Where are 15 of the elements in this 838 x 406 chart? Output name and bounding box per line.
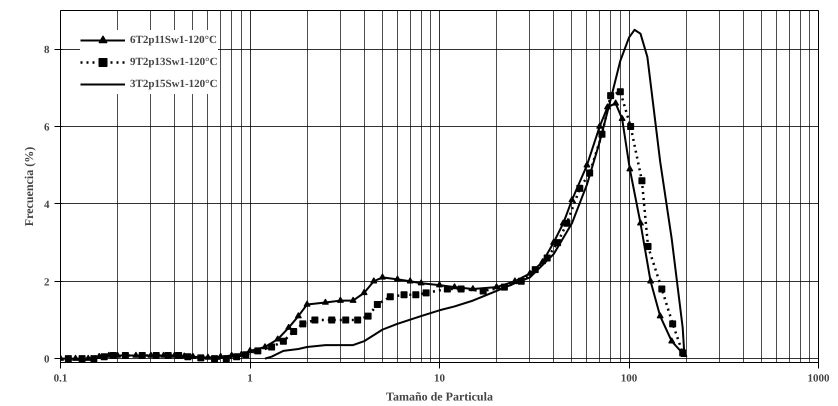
- legend-label: 9T2p13Sw1-120°C: [130, 56, 218, 68]
- legend-label: 6T2p11Sw1-120°C: [130, 34, 217, 46]
- legend-label: 3T2p15Sw1-120°C: [130, 78, 218, 90]
- x-tick-label: 1000: [808, 372, 830, 384]
- x-tick-label: 0.1: [54, 372, 68, 384]
- x-tick-label: 100: [620, 372, 638, 384]
- y-tick-label: 4: [44, 198, 50, 211]
- y-tick-label: 8: [44, 44, 50, 56]
- y-tick-label: 2: [44, 276, 50, 288]
- x-axis-title: Tamaño de Particula: [386, 390, 493, 404]
- y-tick-label: 6: [44, 122, 50, 134]
- y-axis-title: Frecuencia (%): [22, 146, 36, 226]
- x-tick-label: 1: [247, 372, 253, 384]
- y-tick-label: 0: [44, 354, 50, 366]
- x-tick-label: 10: [434, 372, 446, 384]
